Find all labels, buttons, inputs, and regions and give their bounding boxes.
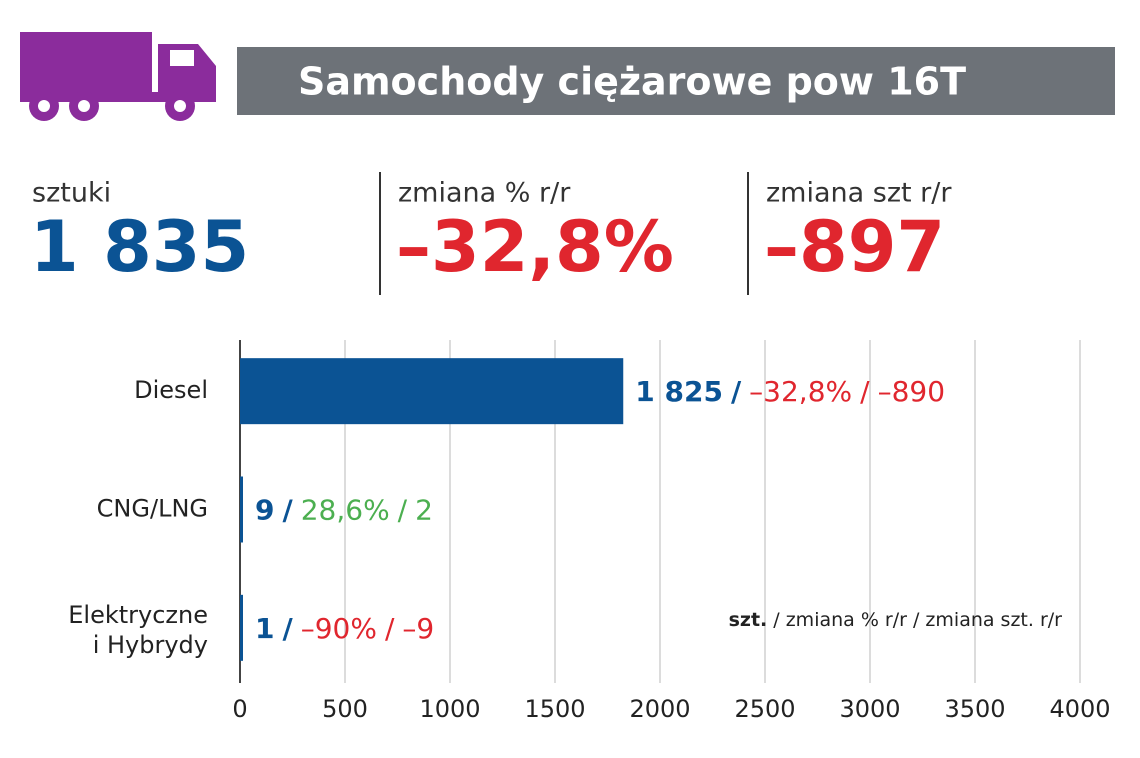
stat-label: zmiana % r/r (398, 178, 571, 209)
truck-window (170, 50, 194, 66)
category-label: Elektryczne i Hybrydy (68, 601, 208, 659)
label-separator: / (282, 612, 293, 645)
truck-chassis (20, 92, 216, 102)
bar-chart: 0 500 1000 1500 2000 2500 3000 3500 4000 Diesel 1 … (68, 340, 1111, 723)
value-label: 1 825 (635, 375, 723, 408)
data-label: 9/28,6%/2 (255, 494, 433, 527)
bar (240, 476, 243, 543)
truck-icon (20, 32, 216, 121)
wheel-hub (78, 100, 90, 112)
x-tick-label: 500 (322, 695, 368, 723)
category-label: Diesel (134, 376, 208, 404)
value-label: 9 (255, 494, 274, 527)
x-tick-label: 1500 (524, 695, 585, 723)
bar (240, 594, 243, 661)
x-tick-label: 2500 (734, 695, 795, 723)
x-tick-label: 4000 (1049, 695, 1110, 723)
label-separator: / (860, 375, 870, 408)
category-label: CNG/LNG (97, 495, 208, 523)
legend-note-text: / zmiana % r/r / zmiana szt. r/r (773, 609, 1062, 631)
change-pct-label: 28,6% (301, 494, 390, 527)
x-tick-label: 0 (232, 695, 247, 723)
data-label: 1 825/–32,8% / –890 (635, 375, 945, 408)
change-units-label: –890 (878, 375, 945, 408)
x-tick-label: 2000 (629, 695, 690, 723)
stat-value: –897 (764, 206, 945, 288)
change-units-label: 2 (415, 494, 433, 527)
value-label: 1 (255, 612, 274, 645)
bar (240, 358, 624, 425)
stat-value: –32,8% (396, 206, 674, 288)
wheel-hub (38, 100, 50, 112)
change-units-label: –9 (402, 612, 434, 645)
x-tick-label: 3000 (839, 695, 900, 723)
header-title: Samochody ciężarowe pow 16T (298, 60, 966, 104)
x-tick-label: 1000 (419, 695, 480, 723)
label-separator: / (398, 494, 408, 527)
wheel-hub (174, 100, 186, 112)
truck-box (20, 32, 152, 94)
category-label-line: Elektryczne (68, 601, 208, 629)
stat-label: sztuki (32, 178, 111, 209)
label-separator: / (385, 612, 395, 645)
change-pct-label: –90% (301, 612, 377, 645)
legend-note: szt. / zmiana % r/r / zmiana szt. r/r (729, 609, 1063, 631)
label-separator: / (282, 494, 293, 527)
category-label-line: i Hybrydy (93, 631, 208, 659)
data-label: 1/–90% / –9 (255, 612, 434, 645)
x-tick-label: 3500 (944, 695, 1005, 723)
header-bar (237, 47, 1115, 115)
label-separator: / (731, 375, 742, 408)
change-pct-label: –32,8% (749, 375, 852, 408)
stat-value: 1 835 (30, 206, 249, 288)
stat-label: zmiana szt r/r (766, 178, 952, 209)
legend-note-bold: szt. (729, 609, 768, 631)
